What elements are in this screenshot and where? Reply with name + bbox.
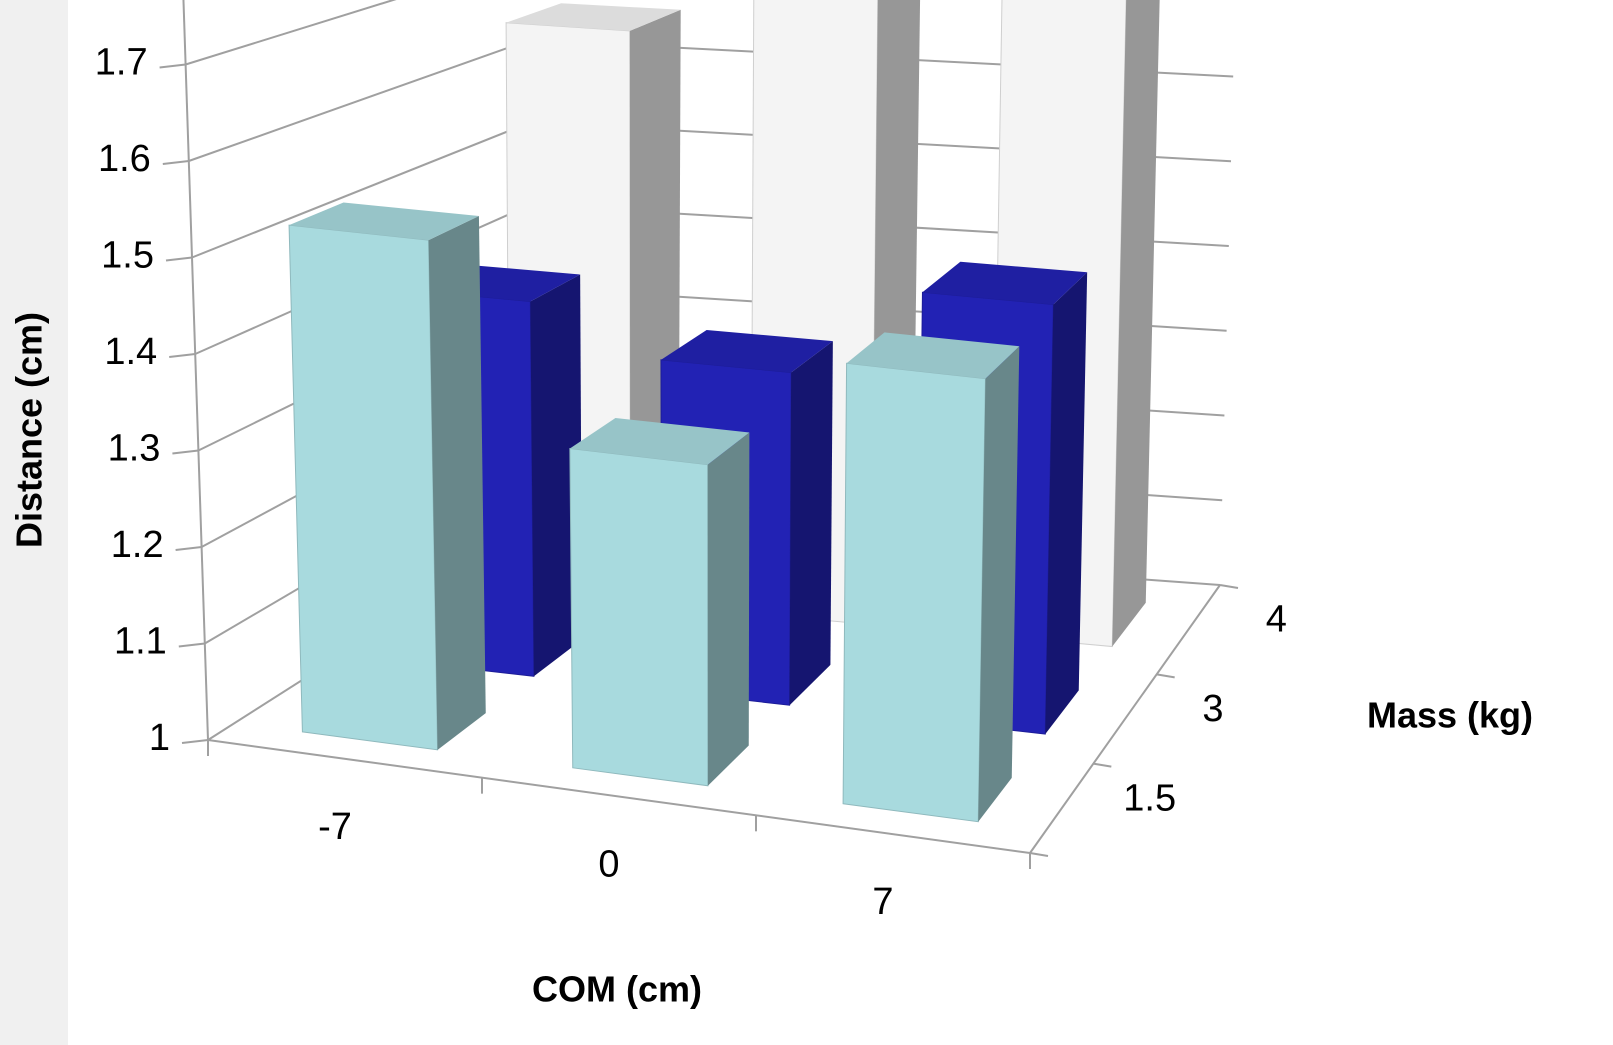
z-tick: [1156, 673, 1175, 679]
y-tick-label: 1.2: [111, 524, 164, 566]
side-strip: [0, 0, 68, 1045]
bar-front: [842, 362, 986, 823]
y-tick: [165, 256, 193, 262]
y-tick-label: 1.5: [101, 235, 154, 277]
y-tick-label: 1.4: [104, 331, 157, 373]
z-tick: [1029, 852, 1049, 857]
y-axis-title: Distance (cm): [9, 312, 50, 548]
bar-side: [1112, 0, 1160, 647]
bar-side: [789, 341, 833, 706]
x-axis-line: [207, 739, 1031, 854]
bar-top: [922, 261, 1088, 305]
bar: [842, 332, 1020, 823]
bar-top: [506, 3, 681, 31]
bar: [288, 202, 486, 751]
z-tick-label: 1.5: [1123, 777, 1176, 819]
x-tick-label: 0: [598, 844, 619, 886]
x-axis-title: COM (cm): [532, 969, 702, 1010]
y-tick-label: 1.1: [114, 621, 167, 663]
x-tick-label: 7: [872, 881, 893, 923]
bar-top: [569, 417, 750, 465]
bar-side: [428, 215, 486, 750]
y-tick-label: 1: [149, 717, 170, 759]
z-tick: [1219, 584, 1239, 589]
y-tick: [162, 160, 189, 165]
y-tick: [178, 642, 205, 648]
grid-line: [191, 121, 531, 259]
bar-top: [289, 202, 479, 241]
x-tick-label: -7: [318, 806, 352, 848]
grid-line: [185, 0, 397, 66]
z-tick-label: 4: [1266, 599, 1287, 641]
grid-line: [188, 39, 531, 162]
y-tick: [159, 63, 186, 69]
y-tick: [175, 546, 202, 551]
y-tick: [172, 449, 199, 455]
y-tick-label: 1.6: [98, 138, 151, 180]
z-tick: [1093, 762, 1112, 768]
z-axis-line: [1029, 584, 1221, 854]
y-tick: [169, 353, 196, 358]
bar-front: [288, 224, 439, 751]
bar-side: [707, 432, 750, 786]
bar-top: [660, 330, 833, 373]
bar-front: [569, 447, 709, 787]
y-tick-label: 1.7: [95, 42, 148, 84]
z-axis-title: Mass (kg): [1367, 695, 1533, 736]
y-tick-label: 1.3: [108, 428, 161, 470]
bar-side: [978, 346, 1020, 822]
bar-side: [1045, 272, 1088, 735]
bar-top: [846, 332, 1020, 379]
bar: [569, 417, 750, 787]
y-tick: [181, 739, 209, 744]
z-tick-label: 3: [1202, 688, 1223, 730]
bar-side: [530, 274, 583, 677]
y-axis-line: [182, 0, 209, 741]
